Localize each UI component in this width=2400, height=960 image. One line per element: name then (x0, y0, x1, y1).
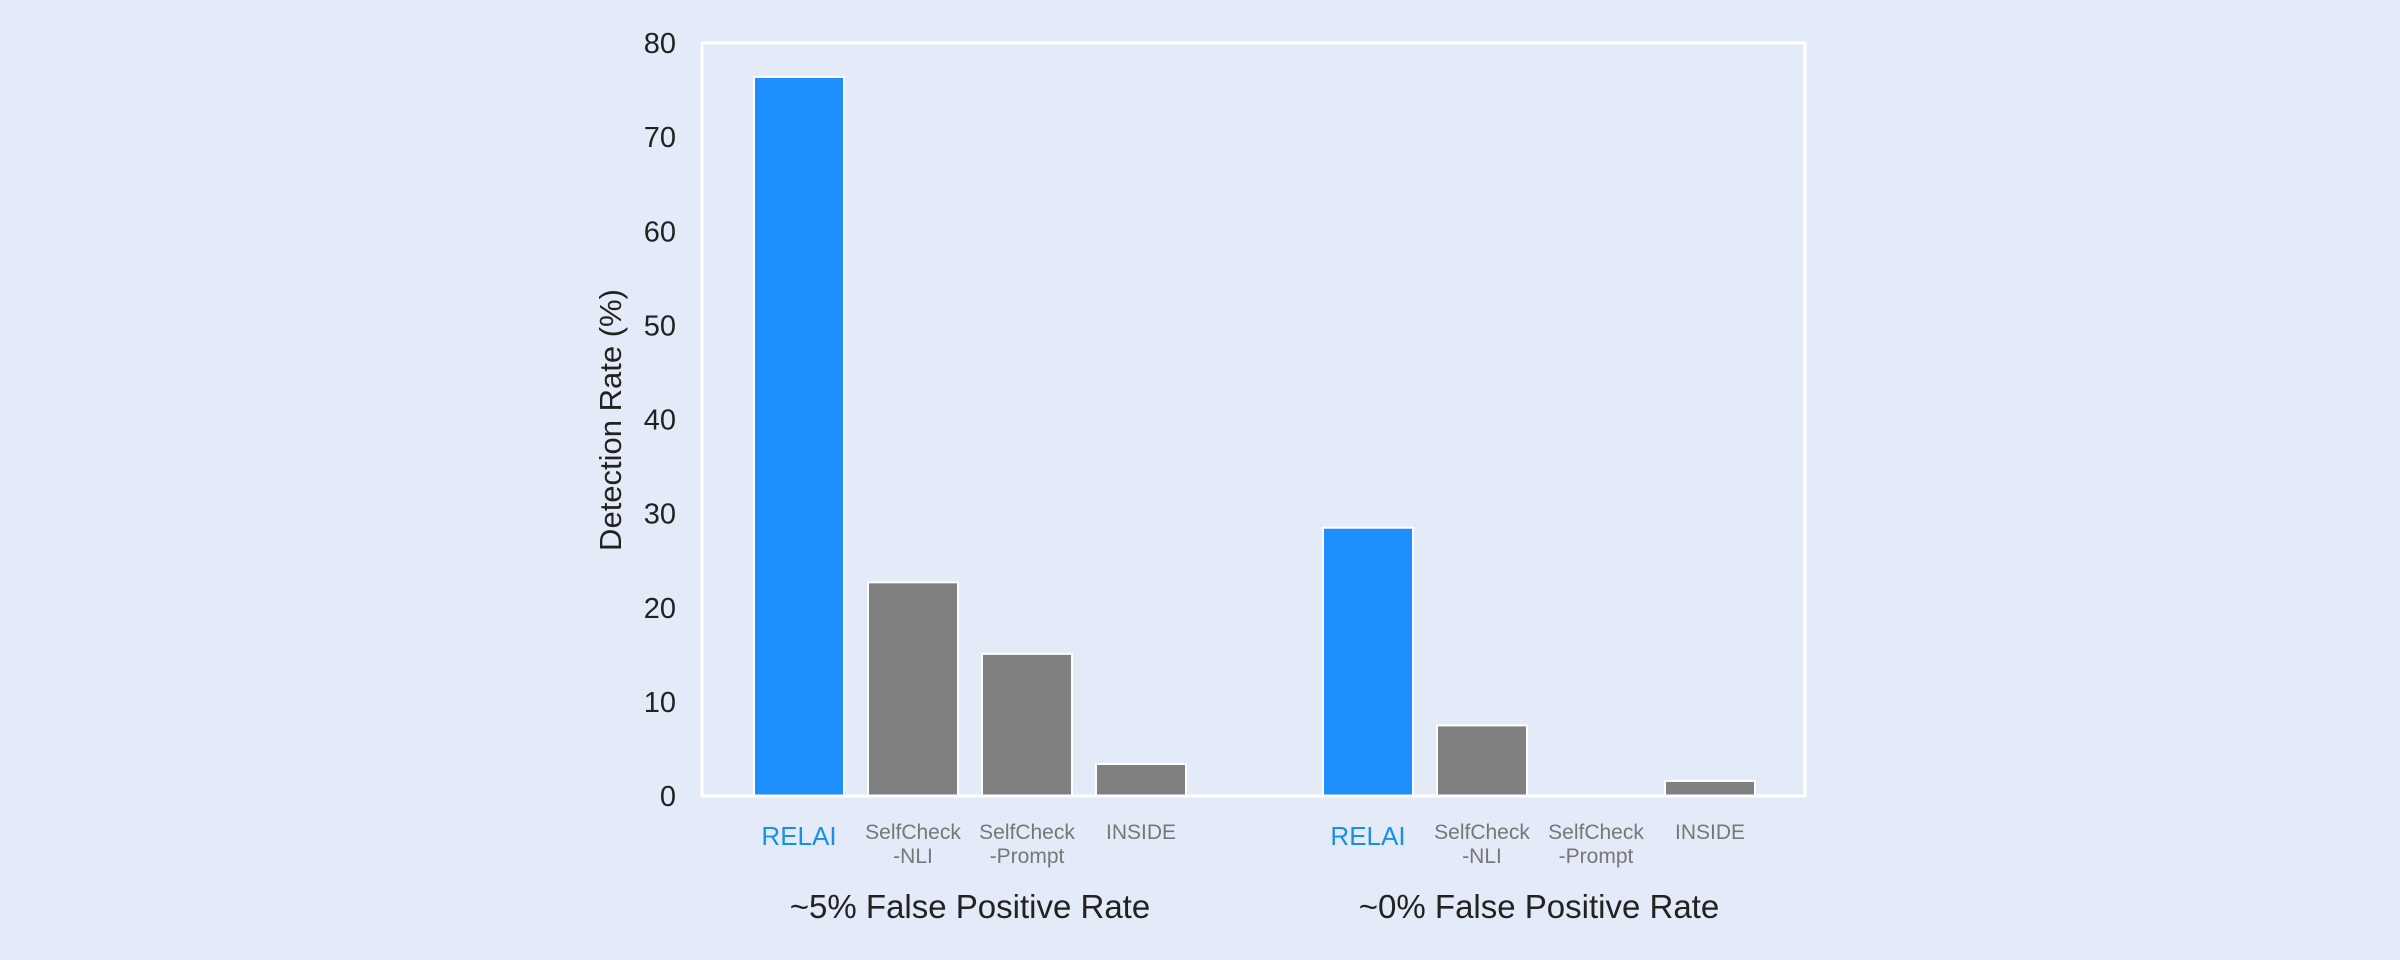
category-labels: RELAI SelfCheck -NLI SelfCheck -Prompt INSIDE… (761, 821, 1745, 868)
y-tick-label: 30 (644, 499, 676, 531)
y-tick-label: 20 (644, 593, 676, 625)
category-label: SelfCheck -NLI (865, 821, 961, 868)
category-label: INSIDE (1106, 821, 1176, 844)
y-tick-label: 10 (644, 687, 676, 719)
y-axis-ticks: 0 10 20 30 40 50 60 70 80 (644, 28, 676, 813)
group-labels: ~5% False Positive Rate ~0% False Positiv… (790, 888, 1719, 925)
category-label: INSIDE (1675, 821, 1745, 844)
y-tick-label: 0 (660, 781, 676, 813)
category-label: SelfCheck -Prompt (979, 821, 1075, 868)
bars-layer (753, 75, 1756, 798)
bar-inside (1664, 779, 1756, 798)
bar-selfcheck-nli (867, 581, 959, 797)
y-tick-label: 40 (644, 405, 676, 437)
y-tick-label: 60 (644, 216, 676, 248)
category-label: RELAI (761, 821, 836, 851)
group-label: ~0% False Positive Rate (1359, 888, 1719, 925)
bar-selfcheck-prompt (981, 652, 1073, 798)
plot-frame (700, 41, 1807, 798)
y-tick-label: 70 (644, 122, 676, 154)
group-label: ~5% False Positive Rate (790, 888, 1150, 925)
bar-relai (753, 75, 845, 797)
y-tick-label: 50 (644, 310, 676, 342)
category-label: RELAI (1330, 821, 1405, 851)
bar-relai (1322, 526, 1414, 798)
bar-selfcheck-nli (1436, 724, 1528, 797)
bar-inside (1095, 762, 1187, 797)
category-label: SelfCheck -Prompt (1548, 821, 1644, 868)
y-tick-label: 80 (644, 28, 676, 60)
category-label: SelfCheck -NLI (1434, 821, 1530, 868)
y-axis-label: Detection Rate (%) (593, 289, 628, 551)
